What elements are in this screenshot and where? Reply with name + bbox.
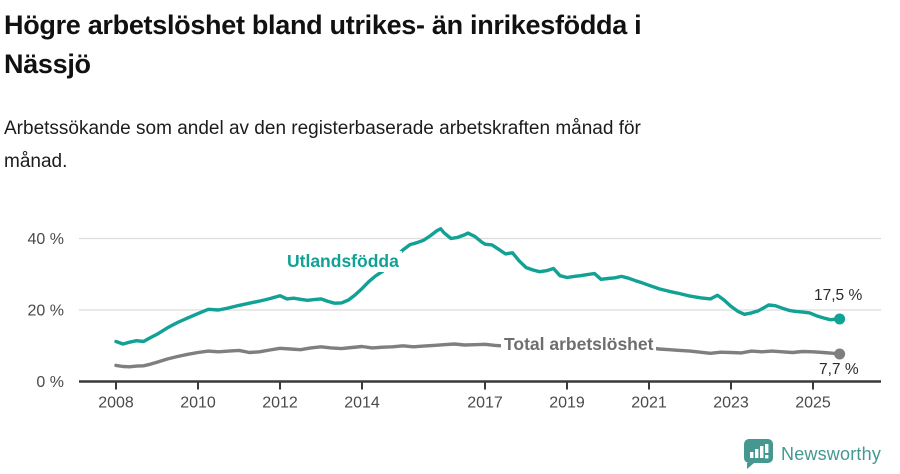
end-value-utlandsfodda: 17,5 % [814,287,863,304]
series-end-dot-utlandsfodda [834,313,846,325]
x-tick-label-2012: 2012 [262,395,298,412]
newsworthy-brand-text: Newsworthy [781,443,882,464]
title-line-2: Nässjö [4,49,91,80]
y-tick-label-40: 40 % [28,231,64,248]
exclamation-stem [765,444,769,453]
series-label-total-arbetsloshet: Total arbetslöshet [501,334,657,355]
title-line-1: Högre arbetslöshet bland utrikes- än inr… [4,10,642,40]
y-tick-label-0: 0 % [36,374,64,391]
x-tick-label-2017: 2017 [467,395,503,412]
subtitle-line-1: Arbetssökande som andel av den registerb… [4,118,641,139]
x-tick-label-2008: 2008 [98,395,134,412]
series-line-utlandsfodda [114,227,842,346]
bar-small [750,452,754,458]
x-tick-label-2021: 2021 [631,395,667,412]
series-end-dot-total [834,348,846,360]
speech-bubble-shape [744,439,773,469]
chart-subtitle: Arbetssökande som andel av den registerb… [4,112,884,179]
series-line-total [114,342,842,369]
x-tick-label-2010: 2010 [180,395,216,412]
y-tick-label-20: 20 % [28,303,64,320]
bar-tall [760,446,764,458]
bar-medium [755,449,759,458]
end-value-total: 7,7 % [819,361,859,378]
exclamation-dot [765,455,769,459]
newsworthy-logo-icon [744,439,773,469]
x-tick-label-2014: 2014 [344,395,380,412]
x-tick-label-2019: 2019 [549,395,585,412]
x-tick-label-2023: 2023 [713,395,749,412]
newsworthy-brand: Newsworthy [743,438,881,470]
page-title: Högre arbetslöshet bland utrikes- än inr… [4,6,884,84]
x-tick-label-2025: 2025 [795,395,831,412]
series-label-utlandsfodda: Utlandsfödda [284,251,402,272]
subtitle-line-2: månad. [4,151,68,173]
